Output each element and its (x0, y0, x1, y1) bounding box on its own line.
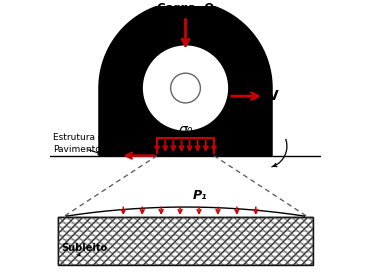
Circle shape (144, 46, 227, 130)
Text: τ₀: τ₀ (104, 140, 118, 154)
Bar (58, 216, 313, 265)
Polygon shape (99, 1, 272, 156)
Text: P₁: P₁ (193, 189, 208, 202)
Text: Carga  Q: Carga Q (157, 2, 214, 15)
Text: Estrutura do
Pavimento: Estrutura do Pavimento (53, 133, 109, 154)
Bar (58, 216, 313, 265)
Bar (58, 216, 313, 265)
Text: Subleito: Subleito (61, 243, 107, 253)
Text: V: V (268, 89, 279, 103)
Text: σ₀: σ₀ (178, 123, 193, 137)
Bar (58, 216, 313, 265)
